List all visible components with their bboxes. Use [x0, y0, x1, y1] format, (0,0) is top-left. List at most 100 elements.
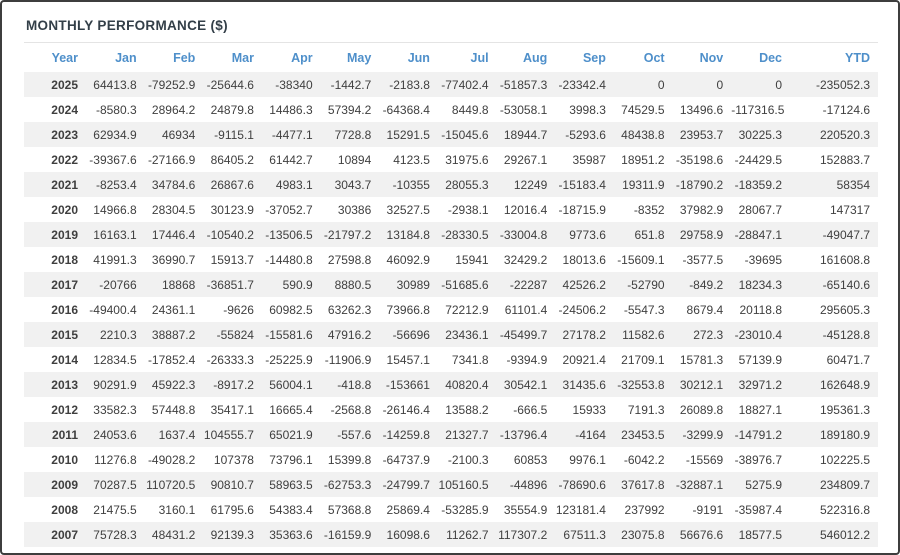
- cell-sep: 9773.6: [569, 227, 606, 242]
- cell-year: 2015: [51, 327, 78, 342]
- column-header-jul[interactable]: Jul: [470, 51, 489, 65]
- cell-feb: 38887.2: [151, 327, 196, 342]
- cell-mar: -9115.1: [214, 127, 254, 142]
- column-header-jun[interactable]: Jun: [407, 51, 430, 65]
- cell-jul: 31975.6: [445, 152, 489, 167]
- cell-aug: 12249: [513, 177, 548, 192]
- cell-aug: 32429.2: [503, 252, 548, 267]
- cell-nov: -35198.6: [675, 152, 724, 167]
- cell-mar: 24879.8: [210, 102, 254, 117]
- cell-jan: 21475.5: [93, 502, 137, 517]
- cell-sep: -18715.9: [558, 202, 606, 217]
- cell-oct: 23075.8: [621, 527, 665, 542]
- cell-may: 57394.2: [327, 102, 372, 117]
- cell-oct: -8352: [633, 202, 665, 217]
- cell-feb: -49028.2: [147, 452, 196, 467]
- cell-oct: 37617.8: [621, 477, 665, 492]
- cell-mar: 92139.3: [210, 527, 254, 542]
- table-row: 2023 62934.9 46934 -9115.1 -4477.1 7728.8 1529…: [24, 122, 878, 147]
- cell-apr: 65021.9: [269, 427, 313, 442]
- cell-jan: 70287.5: [93, 477, 137, 492]
- cell-aug: 18944.7: [503, 127, 548, 142]
- cell-jul: 72212.9: [445, 302, 489, 317]
- cell-jan: -49400.4: [89, 302, 137, 317]
- cell-dec: 5275.9: [745, 477, 782, 492]
- cell-jul: 105160.5: [438, 477, 489, 492]
- cell-oct: 237992: [624, 502, 665, 517]
- cell-apr: -25225.9: [265, 352, 313, 367]
- cell-year: 2025: [51, 77, 78, 92]
- cell-year: 2018: [51, 252, 78, 267]
- page-title: MONTHLY PERFORMANCE ($): [26, 18, 228, 33]
- cell-jan: 2210.3: [99, 327, 137, 342]
- cell-jul: -15045.6: [441, 127, 489, 142]
- table-row: 2019 16163.1 17446.4 -10540.2 -13506.5 -21797…: [24, 222, 878, 247]
- cell-jul: -77402.4: [441, 77, 489, 92]
- cell-dec: 28067.7: [738, 202, 782, 217]
- cell-dec: -18359.2: [734, 177, 782, 192]
- cell-feb: 34784.6: [151, 177, 196, 192]
- cell-jun: 15457.1: [386, 352, 430, 367]
- cell-year: 2013: [51, 377, 78, 392]
- cell-jul: 8449.8: [451, 102, 489, 117]
- monthly-performance-panel: MONTHLY PERFORMANCE ($) Year Jan Feb Mar Apr…: [2, 2, 898, 547]
- column-header-oct[interactable]: Oct: [643, 51, 665, 65]
- cell-nov: 272.3: [693, 327, 724, 342]
- cell-jan: -8253.4: [95, 177, 137, 192]
- cell-nov: 15781.3: [679, 352, 724, 367]
- cell-may: -2568.8: [330, 402, 372, 417]
- column-header-ytd[interactable]: YTD: [845, 51, 870, 65]
- cell-dec: 18234.3: [738, 277, 782, 292]
- table-body: 2025 64413.8 -79252.9 -25644.6 -38340 -1442.7…: [24, 72, 878, 547]
- table-row: 2013 90291.9 45922.3 -8917.2 56004.1 -418.8 -1…: [24, 372, 878, 397]
- column-header-dec[interactable]: Dec: [759, 51, 782, 65]
- cell-ytd: -235052.3: [815, 77, 870, 92]
- cell-apr: 14486.3: [269, 102, 313, 117]
- cell-jul: -2938.1: [447, 202, 489, 217]
- cell-feb: 17446.4: [151, 227, 196, 242]
- cell-feb: 18868: [161, 277, 196, 292]
- column-header-aug[interactable]: Aug: [522, 51, 548, 65]
- column-header-apr[interactable]: Apr: [291, 51, 313, 65]
- cell-mar: 86405.2: [210, 152, 254, 167]
- cell-oct: 74529.5: [621, 102, 665, 117]
- cell-ytd: 58354: [836, 177, 870, 192]
- table-row: 2016 -49400.4 24361.1 -9626 60982.5 63262.3 73…: [24, 297, 878, 322]
- cell-jul: 7341.8: [451, 352, 489, 367]
- column-header-jan[interactable]: Jan: [115, 51, 137, 65]
- column-header-year[interactable]: Year: [51, 51, 78, 65]
- cell-year: 2008: [51, 502, 78, 517]
- cell-sep: 3998.3: [569, 102, 606, 117]
- cell-oct: 7191.3: [627, 402, 665, 417]
- column-header-nov[interactable]: Nov: [699, 51, 724, 65]
- cell-mar: 15913.7: [210, 252, 254, 267]
- cell-oct: 48438.8: [621, 127, 665, 142]
- cell-oct: 0: [657, 77, 665, 92]
- cell-ytd: -49047.7: [822, 227, 870, 242]
- column-header-feb[interactable]: Feb: [173, 51, 196, 65]
- cell-may: 47916.2: [327, 327, 372, 342]
- table-header-row: Year Jan Feb Mar Apr May Jun Jul Aug Sep Oct Nov Dec…: [24, 43, 878, 72]
- cell-ytd: 522316.8: [819, 502, 870, 517]
- cell-may: 30386: [337, 202, 372, 217]
- cell-year: 2020: [51, 202, 78, 217]
- cell-ytd: -65140.6: [822, 277, 870, 292]
- cell-oct: 11582.6: [622, 327, 665, 342]
- cell-jun: 13184.8: [386, 227, 430, 242]
- cell-feb: 110720.5: [146, 477, 196, 492]
- cell-jun: -2183.8: [389, 77, 430, 92]
- cell-year: 2012: [51, 402, 78, 417]
- cell-jan: -39367.6: [89, 152, 137, 167]
- column-header-may[interactable]: May: [346, 51, 372, 65]
- table-row: 2018 41991.3 36990.7 15913.7 -14480.8 27598.8…: [24, 247, 878, 272]
- cell-nov: -32887.1: [675, 477, 724, 492]
- cell-sep: -24506.2: [558, 302, 606, 317]
- cell-jun: -10355: [392, 177, 430, 192]
- cell-aug: -45499.7: [499, 327, 548, 342]
- cell-dec: 20118.8: [739, 302, 783, 317]
- cell-apr: 73796.1: [269, 452, 313, 467]
- column-header-sep[interactable]: Sep: [582, 51, 606, 65]
- column-header-mar[interactable]: Mar: [231, 51, 254, 65]
- cell-aug: -666.5: [513, 402, 548, 417]
- cell-mar: 30123.9: [210, 202, 254, 217]
